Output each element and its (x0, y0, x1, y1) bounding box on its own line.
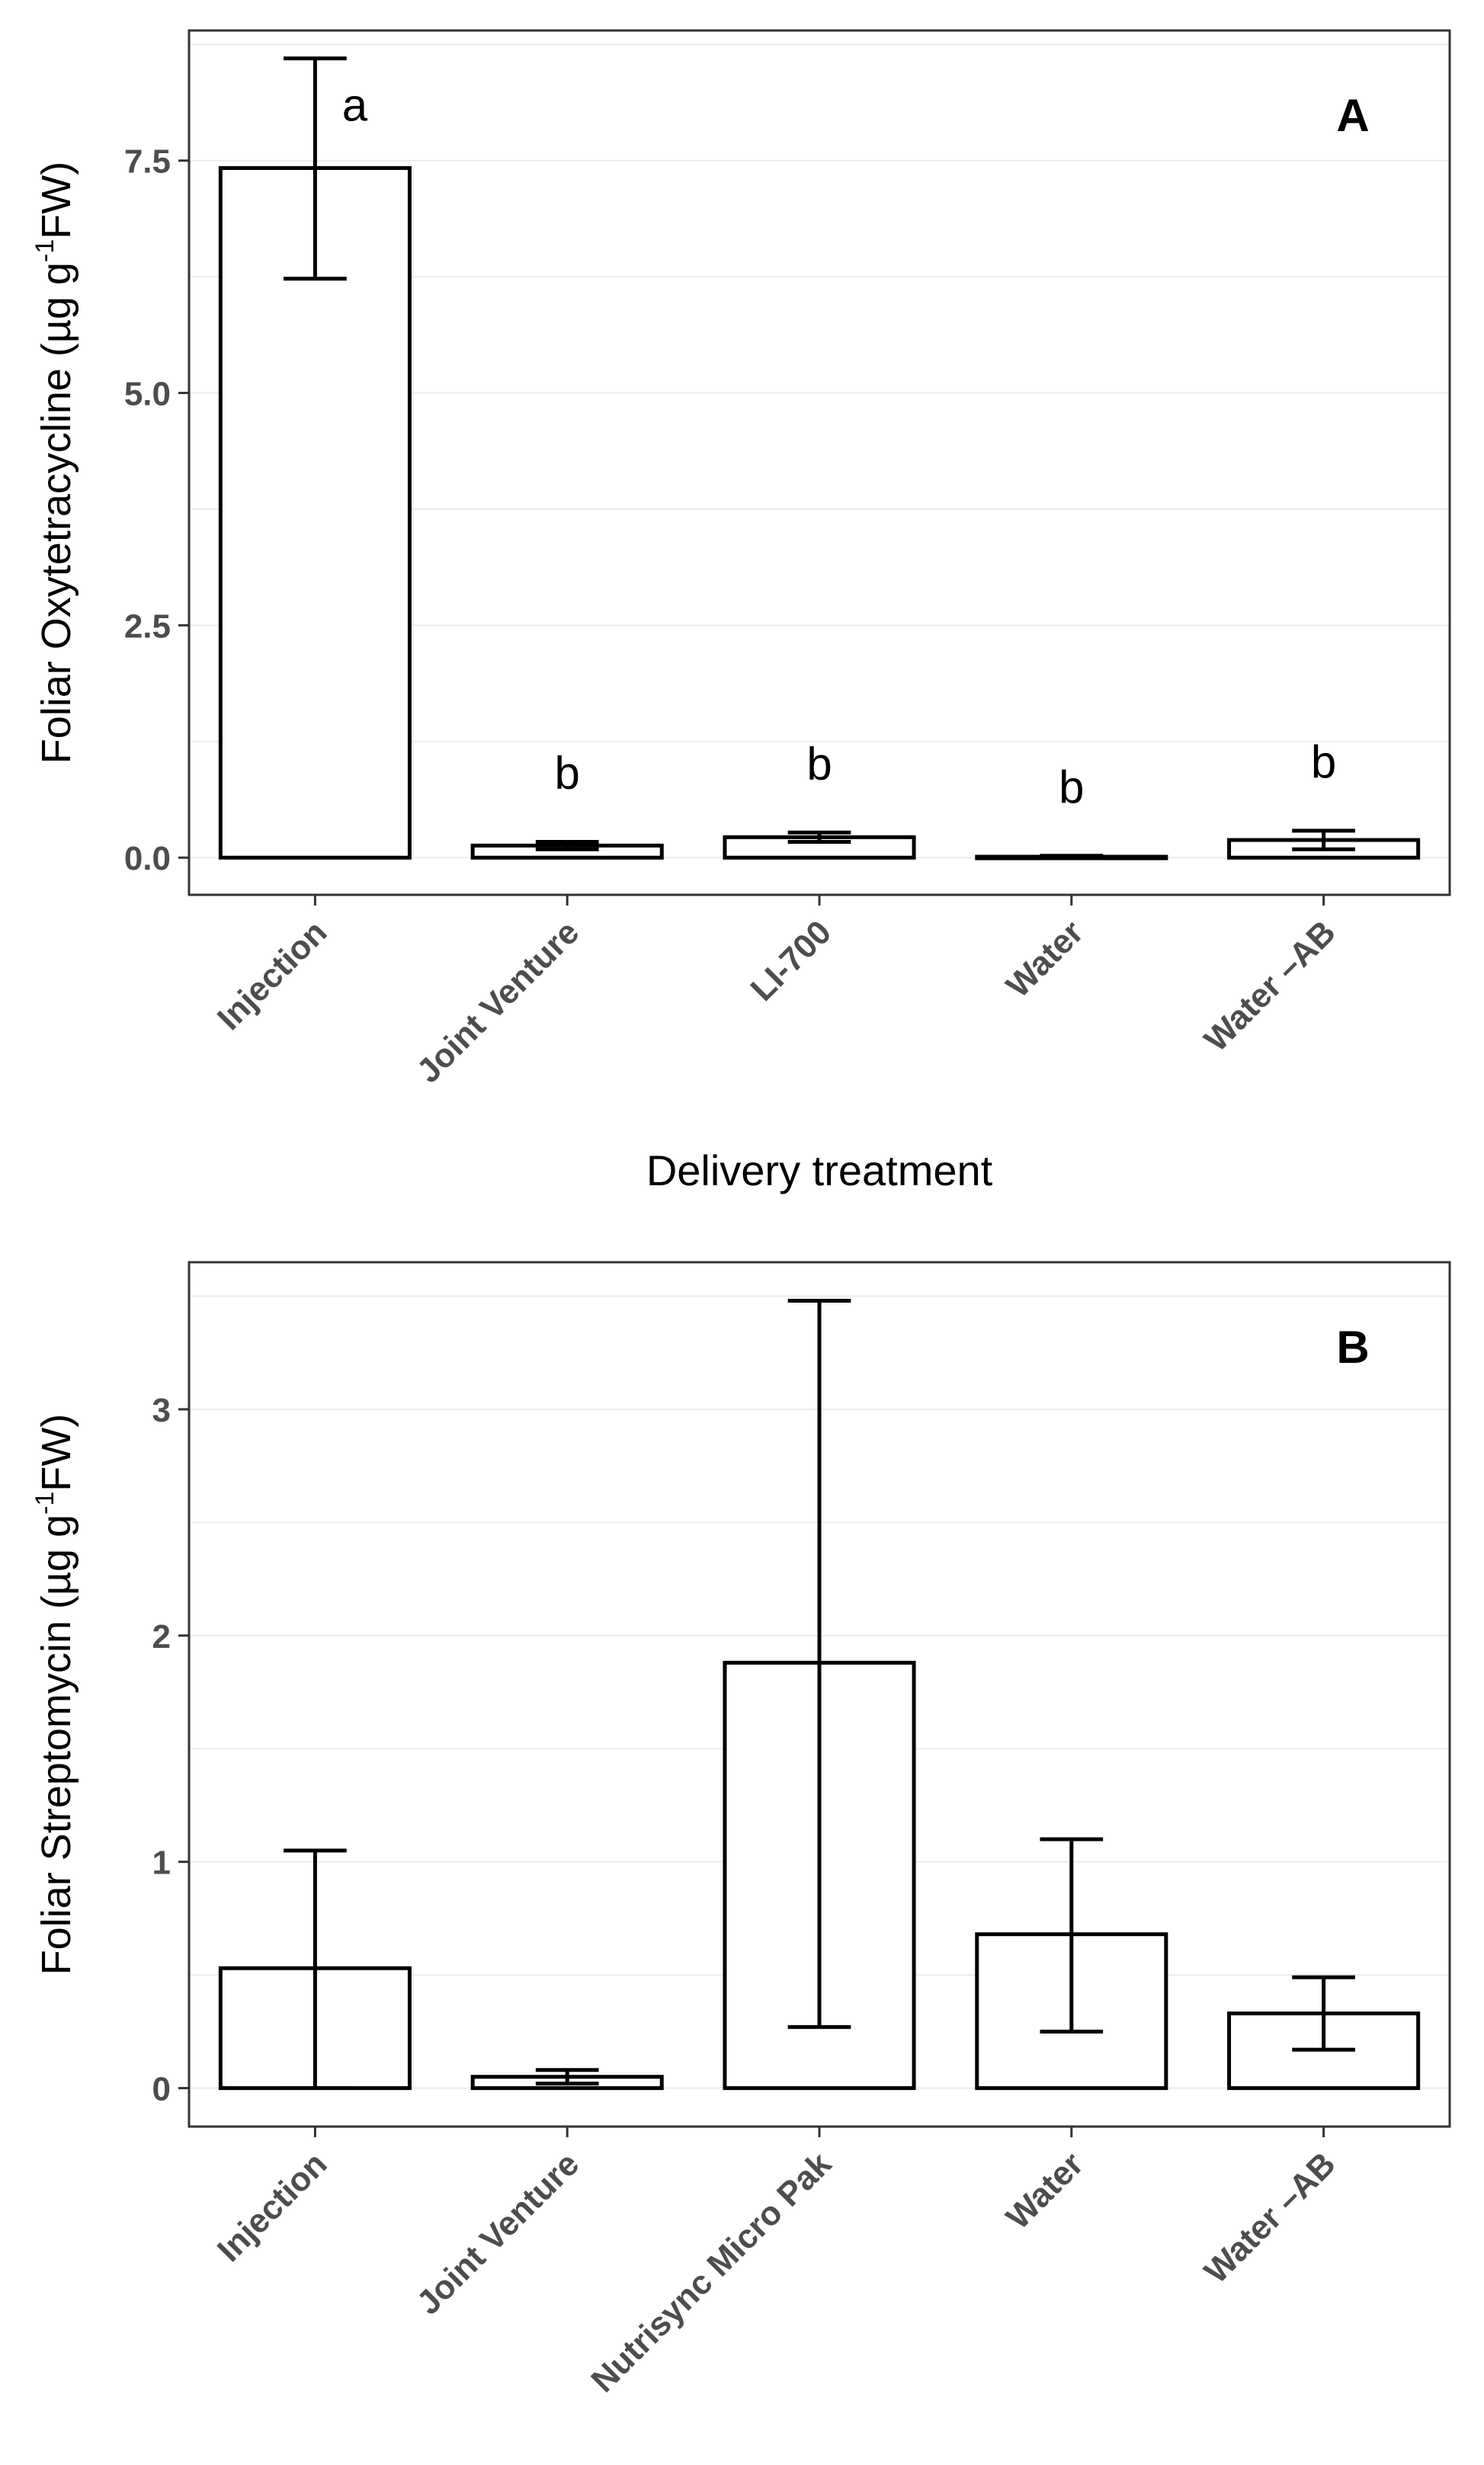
x-tick-label: Water (999, 2145, 1091, 2236)
significance-letter: a (342, 80, 368, 131)
y-tick-label: 2.5 (124, 607, 171, 645)
y-axis: 0 1 2 3 (152, 1392, 189, 2108)
y-axis-title-superscript: -1 (30, 239, 59, 262)
y-axis-title-superscript: -1 (30, 1492, 59, 1515)
y-tick-label: 5.0 (124, 376, 171, 413)
y-axis-title-suffix: FW) (34, 162, 79, 239)
significance-letter: b (555, 747, 580, 798)
x-tick-label: Injection (210, 2145, 335, 2269)
panel-a: a b b b b 0.0 2.5 5.0 7.5 Injection Joint Ventur… (30, 29, 1451, 1194)
error-bars (284, 56, 1355, 860)
y-tick-label: 1 (152, 1845, 171, 1882)
significance-letter: b (806, 738, 832, 789)
x-tick-label: Injection (210, 913, 335, 1037)
y-tick-label: 0.0 (124, 840, 171, 877)
y-axis-title-suffix: FW) (34, 1414, 79, 1492)
x-axis: Injection Joint Venture LI-700 Water Water –… (210, 895, 1343, 1090)
x-tick-label: Nutrisync Micro Pak (584, 2145, 838, 2399)
x-tick-label: Water –AB (1197, 913, 1343, 1059)
significance-letter: b (1311, 736, 1336, 787)
x-tick-label: Water (999, 913, 1091, 1005)
y-tick-label: 3 (152, 1392, 171, 1429)
y-tick-label: 2 (152, 1618, 171, 1656)
x-tick-label: Water –AB (1197, 2145, 1343, 2290)
panel-label: A (1336, 90, 1369, 141)
y-tick-label: 0 (152, 2071, 171, 2108)
x-tick-label: Joint Venture (410, 2145, 587, 2322)
y-axis-title-text: Foliar Streptomycin (µg g (34, 1515, 79, 1975)
x-tick-label: LI-700 (743, 913, 838, 1008)
y-axis-title: Foliar Streptomycin (µg g-1FW) (30, 1414, 79, 1975)
y-tick-label: 7.5 (124, 143, 171, 181)
y-axis-title-text: Foliar Oxytetracycline (µg g (34, 262, 79, 764)
significance-letter: b (1059, 761, 1084, 813)
x-tick-label: Joint Venture (410, 913, 587, 1090)
error-bars (284, 1298, 1355, 2091)
significance-letters: a b b b b (342, 80, 1337, 813)
bar (218, 165, 412, 860)
y-axis: 0.0 2.5 5.0 7.5 (124, 143, 189, 877)
panel-label: B (1336, 1322, 1369, 1373)
y-axis-title: Foliar Oxytetracycline (µg g-1FW) (30, 162, 79, 764)
x-axis-title: Delivery treatment (646, 1146, 993, 1194)
